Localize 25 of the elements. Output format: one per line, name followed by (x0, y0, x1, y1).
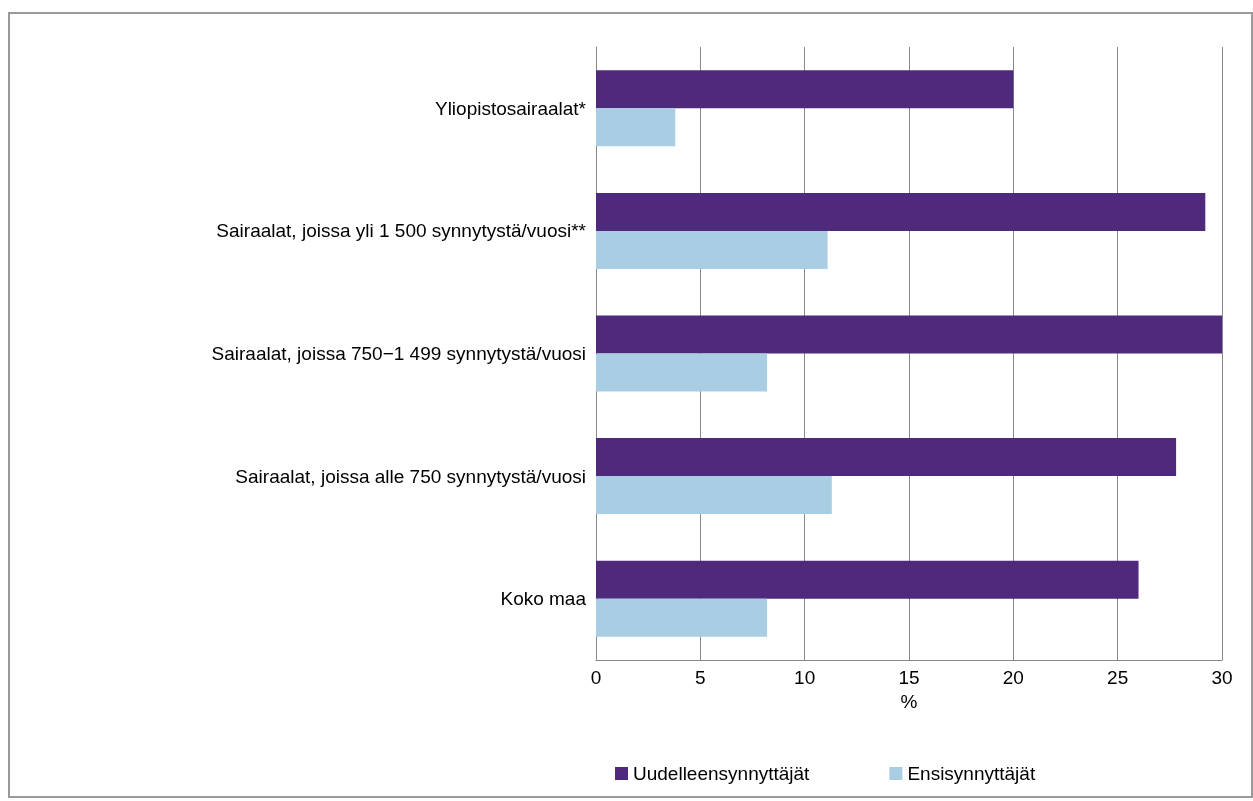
bar (596, 560, 1139, 599)
bar (596, 108, 676, 147)
x-axis-title: % (900, 690, 918, 712)
x-tick-label: 15 (898, 667, 920, 688)
y-tick-label: Sairaalat, joissa alle 750 synnytystä/vuosi (235, 465, 586, 487)
x-tick-label: 0 (590, 667, 602, 688)
y-tick-label: Sairaalat, joissa yli 1 500 synnytystä/vuosi** (216, 220, 587, 242)
x-tick-label: 30 (1211, 667, 1233, 688)
legend-label: Ensisynnyttäjät (907, 763, 1036, 784)
x-tick-label: 25 (1107, 667, 1129, 688)
legend-label: Uudelleensynnyttäjät (633, 763, 811, 784)
bar (596, 192, 1206, 231)
y-tick-label: Koko maa (500, 588, 587, 610)
y-tick-label: Sairaalat, joissa 750−1 499 synnytystä/vuosi (211, 343, 586, 364)
bar (596, 230, 828, 269)
bar (596, 476, 832, 515)
bar (596, 70, 1014, 109)
x-tick-label: 5 (695, 667, 706, 688)
bar (596, 315, 1222, 354)
x-tick-label: 10 (794, 667, 816, 688)
bar (596, 353, 768, 392)
y-tick-label: Yliopistosairaalat* (434, 97, 587, 119)
bar (596, 598, 768, 637)
x-tick-label: 20 (1002, 667, 1024, 688)
bar (596, 438, 1177, 477)
